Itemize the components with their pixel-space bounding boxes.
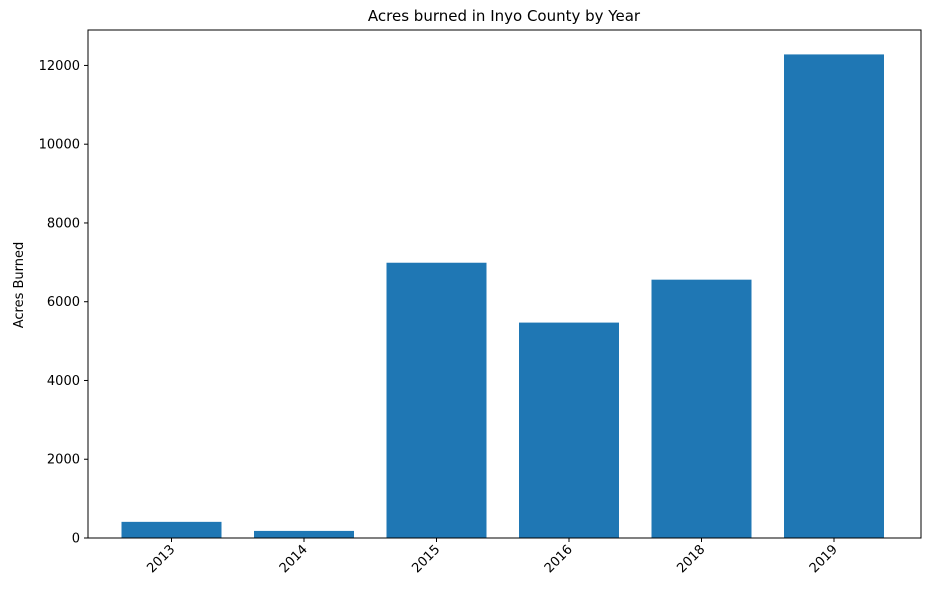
bars-group [121, 54, 884, 539]
bar-2018 [651, 279, 752, 538]
y-ticks-group: 0 2000 4000 6000 8000 10000 12000 [39, 59, 88, 547]
y-tick-label: 4000 [47, 374, 80, 389]
y-tick-label: 6000 [47, 295, 80, 310]
y-tick-label: 10000 [39, 138, 80, 153]
bar-2014 [254, 530, 354, 538]
plot-frame [87, 29, 922, 539]
y-tick-label: 0 [72, 532, 80, 547]
y-tick-label: 12000 [39, 59, 80, 74]
bar-2013 [121, 521, 222, 538]
bar-2015 [386, 262, 487, 538]
y-axis-label: Acres Burned [12, 242, 27, 329]
y-tick-label: 2000 [47, 453, 80, 468]
bar-2019 [784, 54, 884, 539]
y-tick-label: 8000 [47, 216, 80, 231]
chart-title: Acres burned in Inyo County by Year [368, 7, 641, 25]
bar-2016 [519, 322, 619, 538]
